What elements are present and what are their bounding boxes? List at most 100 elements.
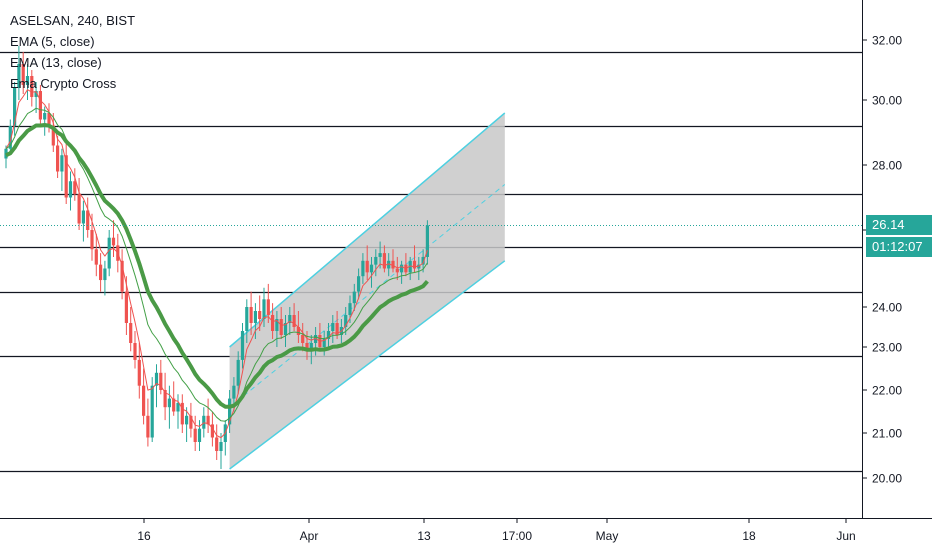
- candle-body[interactable]: [262, 299, 266, 319]
- candle-body[interactable]: [120, 260, 124, 292]
- candle-body[interactable]: [374, 256, 378, 265]
- candle-body[interactable]: [64, 155, 68, 198]
- candle-body[interactable]: [292, 315, 296, 327]
- candle-body[interactable]: [326, 331, 331, 339]
- candle-body[interactable]: [249, 307, 253, 323]
- candle-body[interactable]: [146, 415, 150, 438]
- candle-body[interactable]: [185, 415, 189, 425]
- candle-body[interactable]: [142, 385, 146, 416]
- candle-body[interactable]: [163, 390, 167, 408]
- candle-body[interactable]: [73, 181, 77, 195]
- candle-body[interactable]: [232, 385, 236, 399]
- candle-body[interactable]: [56, 145, 60, 172]
- candle-body[interactable]: [266, 299, 270, 315]
- candle-body[interactable]: [13, 88, 17, 126]
- candle-body[interactable]: [352, 291, 356, 304]
- candle-body[interactable]: [296, 327, 300, 335]
- candle-body[interactable]: [309, 343, 313, 352]
- candle-body[interactable]: [219, 442, 223, 451]
- candle-body[interactable]: [94, 249, 98, 265]
- candle-body[interactable]: [382, 253, 386, 269]
- candle-body[interactable]: [288, 315, 292, 323]
- candle-body[interactable]: [421, 256, 425, 265]
- candle-body[interactable]: [137, 359, 141, 386]
- candle-body[interactable]: [301, 335, 305, 343]
- candle-body[interactable]: [124, 291, 128, 323]
- candle-body[interactable]: [357, 276, 361, 292]
- regression-channel[interactable]: [229, 112, 506, 470]
- candle-body[interactable]: [240, 331, 245, 360]
- candle-body[interactable]: [365, 260, 369, 273]
- candle-body[interactable]: [107, 237, 111, 269]
- candle-body[interactable]: [395, 268, 399, 273]
- legend-cross[interactable]: Ema Crypto Cross: [10, 76, 117, 91]
- candle-body[interactable]: [99, 264, 103, 281]
- candle-body[interactable]: [150, 385, 154, 438]
- candle-body[interactable]: [228, 398, 232, 425]
- candle-body[interactable]: [335, 323, 339, 335]
- candle-body[interactable]: [38, 91, 42, 120]
- candle-body[interactable]: [68, 181, 73, 198]
- price-tick-label: 23.00: [872, 341, 902, 355]
- candle-body[interactable]: [210, 424, 214, 438]
- candle-body[interactable]: [111, 237, 116, 246]
- candle-body[interactable]: [400, 264, 404, 273]
- candle-body[interactable]: [90, 230, 94, 250]
- candle-body[interactable]: [154, 372, 159, 386]
- symbol-title[interactable]: ASELSAN, 240, BIST: [10, 13, 136, 28]
- candle-body[interactable]: [197, 428, 202, 442]
- candle-body[interactable]: [245, 307, 249, 331]
- candle-body[interactable]: [60, 155, 64, 172]
- candle-body[interactable]: [43, 113, 47, 120]
- candle-body[interactable]: [103, 268, 107, 281]
- candle-body[interactable]: [206, 415, 210, 425]
- candle-body[interactable]: [391, 260, 395, 269]
- candle-body[interactable]: [8, 126, 12, 149]
- candle-body[interactable]: [17, 64, 21, 88]
- candle-body[interactable]: [25, 76, 30, 85]
- candle-body[interactable]: [253, 311, 257, 323]
- candle-body[interactable]: [81, 210, 85, 224]
- candle-body[interactable]: [387, 260, 391, 269]
- candle-body[interactable]: [133, 343, 137, 360]
- candle-body[interactable]: [30, 76, 34, 97]
- candle-body[interactable]: [167, 398, 171, 408]
- candle-body[interactable]: [47, 113, 51, 126]
- candle-body[interactable]: [51, 126, 55, 146]
- candle-body[interactable]: [331, 323, 335, 331]
- candle-body[interactable]: [129, 323, 133, 343]
- candle-body[interactable]: [425, 225, 429, 257]
- candle-body[interactable]: [361, 260, 365, 277]
- legend-ema13[interactable]: EMA (13, close): [10, 55, 102, 70]
- candle-body[interactable]: [176, 402, 180, 412]
- candle-body[interactable]: [279, 319, 283, 335]
- candle-body[interactable]: [189, 415, 193, 429]
- candle-body[interactable]: [215, 437, 219, 452]
- candle-body[interactable]: [202, 415, 206, 429]
- candle-body[interactable]: [348, 303, 352, 315]
- channel-upper[interactable]: [229, 112, 506, 348]
- legend-ema5[interactable]: EMA (5, close): [10, 34, 95, 49]
- candle-body[interactable]: [412, 260, 417, 269]
- candle-body[interactable]: [283, 323, 288, 335]
- candle-body[interactable]: [86, 210, 90, 231]
- candle-body[interactable]: [271, 315, 275, 331]
- candle-body[interactable]: [369, 264, 374, 273]
- candles[interactable]: [4, 46, 429, 469]
- candle-body[interactable]: [180, 402, 184, 425]
- candle-body[interactable]: [322, 339, 326, 347]
- candle-body[interactable]: [258, 311, 262, 319]
- candle-body[interactable]: [305, 343, 309, 352]
- candle-body[interactable]: [344, 315, 348, 327]
- channel-lower[interactable]: [229, 260, 506, 470]
- candle-body[interactable]: [77, 194, 81, 224]
- candle-body[interactable]: [378, 253, 382, 257]
- candle-body[interactable]: [172, 398, 176, 412]
- candle-body[interactable]: [193, 428, 197, 442]
- candle-body[interactable]: [275, 319, 279, 331]
- candle-body[interactable]: [236, 359, 240, 386]
- candle-body[interactable]: [21, 64, 25, 85]
- candle-body[interactable]: [34, 91, 38, 97]
- candle-body[interactable]: [159, 372, 163, 390]
